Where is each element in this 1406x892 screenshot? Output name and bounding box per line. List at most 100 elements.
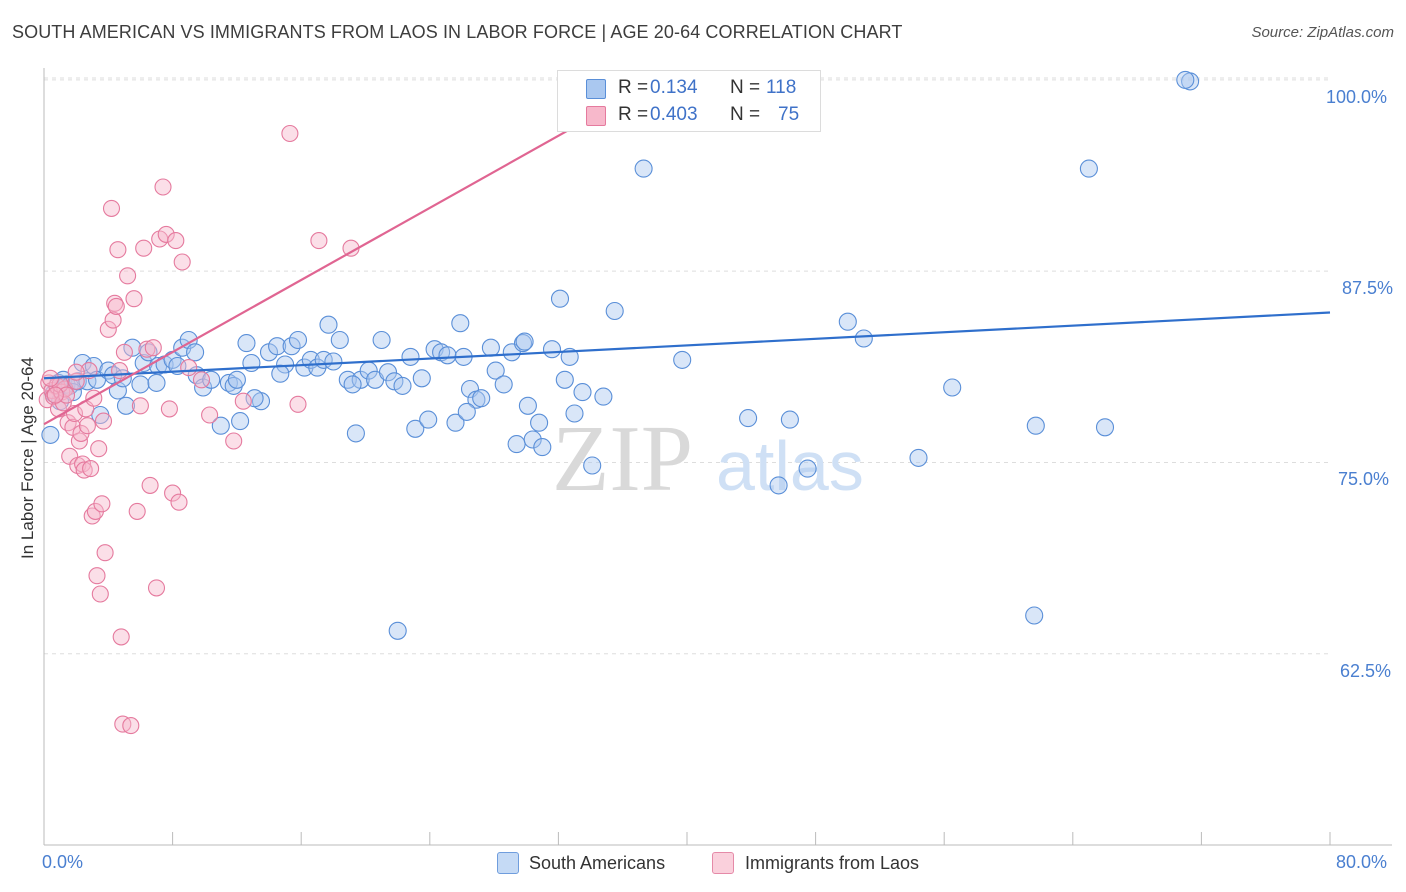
trend-line-south-americans bbox=[43, 311, 1331, 380]
legend-row-south-americans: R = 0.134 N = 118 bbox=[558, 74, 820, 102]
data-point bbox=[211, 416, 230, 435]
data-point bbox=[1025, 606, 1044, 625]
legend-n-value: 75 bbox=[778, 104, 800, 125]
data-point bbox=[94, 412, 113, 430]
data-point bbox=[160, 400, 178, 418]
data-point bbox=[780, 410, 799, 429]
x-tick-label-min: 0.0% bbox=[42, 852, 84, 872]
data-point bbox=[1079, 159, 1098, 178]
legend-r-label: R = bbox=[618, 104, 649, 125]
data-point bbox=[271, 364, 290, 383]
data-point bbox=[116, 396, 136, 415]
data-point bbox=[147, 373, 166, 392]
data-point bbox=[78, 417, 96, 435]
data-point bbox=[310, 232, 328, 250]
data-point bbox=[227, 370, 246, 389]
data-point bbox=[75, 461, 93, 479]
data-point bbox=[281, 124, 299, 143]
data-point bbox=[170, 493, 188, 511]
data-point bbox=[115, 343, 133, 361]
data-point bbox=[164, 484, 182, 502]
data-point bbox=[80, 362, 98, 380]
data-point bbox=[180, 359, 198, 377]
data-point bbox=[798, 459, 817, 478]
data-point bbox=[594, 387, 613, 406]
data-point bbox=[46, 386, 64, 404]
data-point bbox=[147, 579, 166, 597]
data-point bbox=[943, 378, 962, 397]
trend-line-immigrants-from-laos bbox=[43, 78, 659, 426]
data-point bbox=[231, 412, 250, 431]
data-point bbox=[202, 370, 221, 389]
data-point bbox=[446, 413, 465, 432]
y-tick-label-87-5: 87.5% bbox=[1342, 278, 1394, 298]
data-point bbox=[289, 395, 307, 413]
bottom-legend-south-americans: South Americans bbox=[497, 852, 717, 876]
chart-title: SOUTH AMERICAN VS IMMIGRANTS FROM LAOS I… bbox=[12, 22, 903, 42]
data-point bbox=[324, 352, 343, 371]
data-point bbox=[515, 332, 534, 351]
data-point bbox=[88, 567, 106, 585]
source-label: Source: ZipAtlas.com bbox=[1251, 24, 1394, 41]
y-tick-label-100: 100.0% bbox=[1326, 87, 1388, 107]
legend-r-value: 0.134 bbox=[650, 77, 698, 98]
bottom-legend-label: Immigrants from Laos bbox=[745, 853, 920, 873]
data-point bbox=[550, 289, 570, 308]
data-point bbox=[854, 329, 873, 348]
data-point bbox=[96, 544, 114, 562]
data-point bbox=[138, 340, 156, 358]
data-point bbox=[533, 438, 552, 457]
data-point bbox=[438, 346, 457, 365]
data-point bbox=[107, 297, 125, 315]
data-point bbox=[192, 371, 211, 389]
trend-lines bbox=[43, 78, 1331, 426]
data-point bbox=[542, 340, 562, 359]
data-point bbox=[135, 239, 153, 257]
data-point bbox=[102, 199, 121, 217]
data-point bbox=[406, 419, 425, 438]
data-point bbox=[111, 362, 129, 380]
data-point bbox=[507, 435, 526, 454]
series-south-americans bbox=[41, 70, 1200, 640]
data-point bbox=[59, 414, 77, 432]
data-point bbox=[330, 330, 349, 350]
bottom-legend-swatch-pink bbox=[712, 852, 734, 874]
data-point bbox=[104, 311, 122, 329]
watermark-zip: ZIP bbox=[552, 407, 693, 511]
data-point bbox=[1176, 70, 1195, 89]
data-point bbox=[82, 460, 100, 478]
bottom-legend-swatch-blue bbox=[497, 852, 519, 874]
data-point bbox=[167, 232, 185, 250]
data-point bbox=[157, 225, 175, 243]
data-point bbox=[401, 347, 420, 366]
data-point bbox=[154, 178, 172, 196]
data-point bbox=[173, 253, 191, 271]
data-point bbox=[234, 392, 252, 410]
data-point bbox=[530, 413, 549, 432]
data-point bbox=[90, 440, 108, 458]
data-point bbox=[144, 339, 162, 357]
legend-r-value: 0.403 bbox=[650, 104, 698, 125]
data-point bbox=[634, 159, 653, 178]
data-point bbox=[673, 350, 692, 369]
data-point bbox=[84, 356, 103, 376]
data-point bbox=[412, 369, 431, 388]
data-point bbox=[472, 389, 491, 408]
data-point bbox=[119, 267, 137, 285]
legend-n-value: 118 bbox=[766, 77, 797, 98]
data-point bbox=[838, 312, 857, 331]
stats-legend: R = 0.134 N = 118 R = 0.403 N = 75 bbox=[557, 70, 821, 132]
legend-swatch-blue bbox=[586, 79, 606, 99]
data-point bbox=[372, 330, 391, 350]
data-point bbox=[457, 402, 476, 421]
bottom-legend-immigrants-from-laos: Immigrants from Laos bbox=[712, 852, 972, 876]
data-point bbox=[486, 361, 505, 380]
data-point bbox=[288, 330, 308, 350]
data-point bbox=[201, 406, 219, 424]
data-point bbox=[451, 314, 470, 333]
data-point bbox=[91, 585, 109, 603]
data-point bbox=[225, 432, 243, 450]
data-point bbox=[128, 502, 146, 520]
data-point bbox=[523, 430, 542, 449]
